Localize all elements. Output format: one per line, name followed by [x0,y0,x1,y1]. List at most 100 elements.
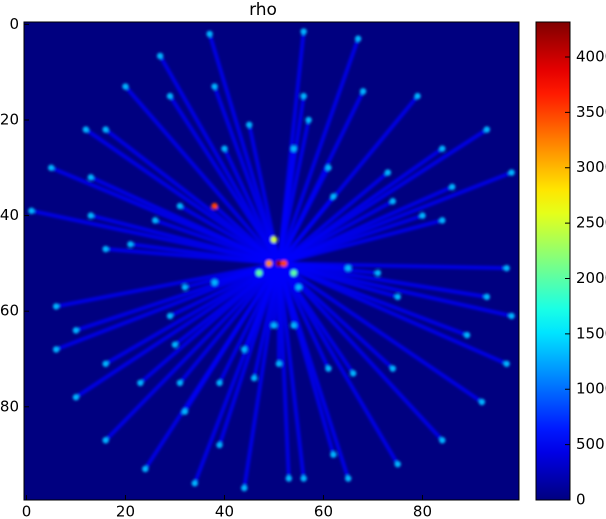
heat-spot [275,360,283,367]
heat-spot [483,293,491,301]
heat-spot [137,379,144,387]
heat-spot [176,379,184,387]
streak [55,261,280,309]
streak [278,261,508,366]
streak [74,261,281,399]
heat-spot [359,88,367,95]
heat-spot [52,303,60,310]
heat-spot [394,460,401,468]
streak [154,218,280,266]
y-tick-label: 60 [0,302,19,320]
heat-spot [384,169,392,176]
heat-spot [156,52,164,60]
streak [277,38,361,265]
streak [276,263,306,479]
streak [277,262,351,480]
x-tick-label: 20 [116,503,135,519]
streak [276,148,296,264]
streak [278,261,507,271]
heat-spot [349,370,357,377]
colorbar-tick-label: 500 [576,435,605,453]
heat-spot [87,174,95,181]
y-tick-label: 80 [0,397,19,415]
heat-spot [87,212,95,219]
x-tick-label: 40 [215,503,234,519]
heat-spot [483,126,491,133]
heat-spot [439,217,446,224]
streak [278,170,513,266]
heat-spot [72,327,80,334]
streak [272,239,281,264]
y-tick-label: 0 [9,15,19,33]
heat-spot [300,92,307,100]
heat-spot [181,284,189,291]
heat-spot [166,92,174,100]
heat-spot [82,126,90,133]
colorbar-tick-label: 3500 [576,103,606,121]
colorbar-tick-label: 4000 [576,47,606,65]
heat-spot [211,83,218,90]
heat-spot [142,465,149,473]
streak [158,54,281,265]
heat-spot [295,284,302,291]
heat-spot [325,365,332,372]
streak [277,262,400,466]
streak [278,218,443,266]
heat-spot [394,293,401,301]
colorbar-tick-label: 2500 [576,214,606,232]
heat-spot [305,116,312,124]
colorbar [535,21,571,501]
heat-spot [300,28,307,35]
heat-spot [246,121,253,128]
heat-spot [508,312,515,320]
streak [222,147,281,265]
heat-spot [503,360,510,367]
heat-spot [374,269,382,277]
colorbar-tick-label: 3000 [576,158,606,176]
plot-frame [23,21,520,501]
heat-spot [151,217,159,224]
streak [55,261,280,352]
heat-spot [181,408,189,415]
heat-spot [241,346,248,353]
streak [168,94,281,265]
heat-spot [102,126,109,133]
heat-spot [72,394,80,401]
streak [84,127,281,266]
heat-spot [290,145,297,152]
streak [212,85,281,265]
colorbar-tick-label: 1000 [576,380,606,398]
heat-spot [503,264,510,272]
streak [277,261,484,404]
streak [277,171,390,265]
streak [104,127,281,265]
streak [277,199,394,266]
heat-spot [206,30,213,38]
x-tick-label: 0 [22,503,32,519]
heat-spot [330,193,337,200]
streak [213,204,281,265]
heat-spot [255,269,263,277]
heat-spot [127,241,134,248]
heat-spot [389,365,396,372]
heat-spot [439,437,446,444]
streak [105,247,280,266]
heat-spot [211,202,218,210]
heat-spot [270,322,278,329]
heat-spot [166,312,174,320]
streak [278,261,488,299]
heat-spot [216,441,223,449]
streak [192,262,281,484]
heat-spot [448,183,456,191]
streak [276,263,291,479]
heat-spot [216,379,223,387]
streak [278,261,513,318]
heat-spot [414,92,421,100]
colorbar-tick-label: 1500 [576,324,606,342]
heat-spot [290,269,297,277]
heat-spot [250,374,258,382]
heat-spot [354,35,362,42]
heat-spot [211,279,218,286]
heat-spot [122,83,129,90]
